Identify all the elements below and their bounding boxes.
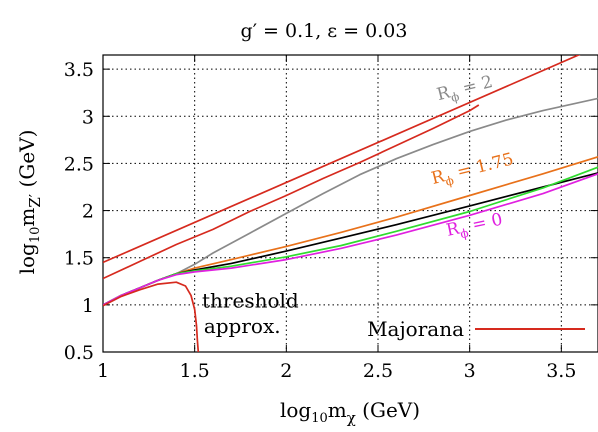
axis-ticks: 1 1.5 2 2.5 3 3.50.511.522.533.5	[64, 55, 598, 382]
annotation-threshold: threshold	[202, 289, 299, 313]
plot-frame	[102, 54, 598, 353]
series-line-r-phi-black	[103, 172, 598, 306]
x-tick-label: 2	[280, 360, 292, 382]
y-tick-label: 2	[82, 201, 94, 223]
legend: Majorana	[367, 317, 585, 341]
y-tick-label: 0.5	[64, 342, 94, 364]
y-tick-label: 3.5	[64, 59, 94, 81]
x-tick-label: 1.5	[180, 360, 210, 382]
y-tick-label: 1	[82, 295, 94, 317]
x-tick-label: 3	[464, 360, 476, 382]
series-line-majorana-lower	[103, 104, 480, 280]
grid-lines	[103, 55, 598, 352]
series-line-r-phi-0	[103, 173, 598, 306]
y-tick-label: 2.5	[64, 153, 94, 175]
x-axis-label: log10mχ (GeV)	[280, 398, 420, 427]
annotation-r-phi-0: Rϕ = 0	[445, 210, 505, 244]
data-series	[103, 55, 598, 352]
series-line-threshold-approx	[103, 281, 200, 352]
annotation-approx: approx.	[204, 314, 281, 338]
y-tick-label: 1.5	[64, 248, 94, 270]
y-axis-label: log10mZ′ (GeV)	[15, 130, 44, 275]
annotation-r-phi-2: Rϕ = 2	[435, 72, 496, 108]
x-tick-label: 1	[97, 360, 109, 382]
chart-title: g′ = 0.1, ε = 0.03	[241, 20, 408, 42]
y-tick-label: 3	[82, 106, 94, 128]
x-tick-label: 2.5	[363, 360, 393, 382]
series-line-majorana-upper	[103, 55, 581, 264]
x-tick-label: 3.5	[546, 360, 576, 382]
legend-label: Majorana	[367, 317, 464, 341]
